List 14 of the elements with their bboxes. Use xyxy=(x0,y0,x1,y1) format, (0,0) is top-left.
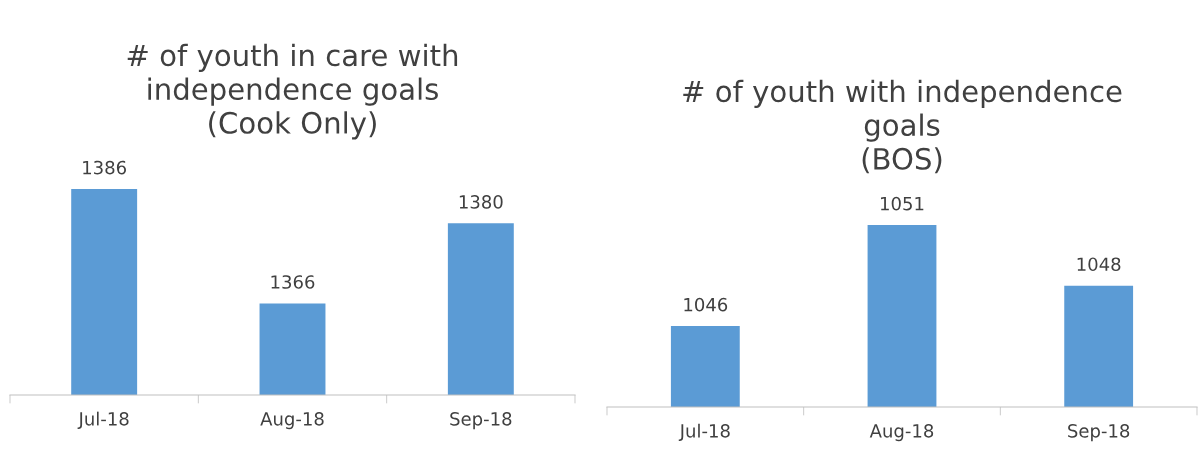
x-tick-label: Aug-18 xyxy=(869,423,934,442)
x-tick-label: Sep-18 xyxy=(450,411,512,430)
data-label: 1380 xyxy=(459,195,503,209)
x-tick-label: Jul-18 xyxy=(678,423,730,441)
chart-title: # of youth in care with independence goals (Cook Only) xyxy=(127,43,458,140)
x-tick-label: Aug-18 xyxy=(260,411,324,430)
data-label: 1048 xyxy=(1077,257,1121,272)
data-label: 1386 xyxy=(83,160,126,175)
data-label: 1046 xyxy=(684,297,728,312)
x-tick-label: Jul-18 xyxy=(77,411,129,429)
data-label: 1051 xyxy=(881,196,924,211)
chart-title: # of youth with independence goals (BOS) xyxy=(683,79,1122,174)
data-label: 1366 xyxy=(271,275,315,289)
x-tick-label: Sep-18 xyxy=(1068,423,1130,442)
